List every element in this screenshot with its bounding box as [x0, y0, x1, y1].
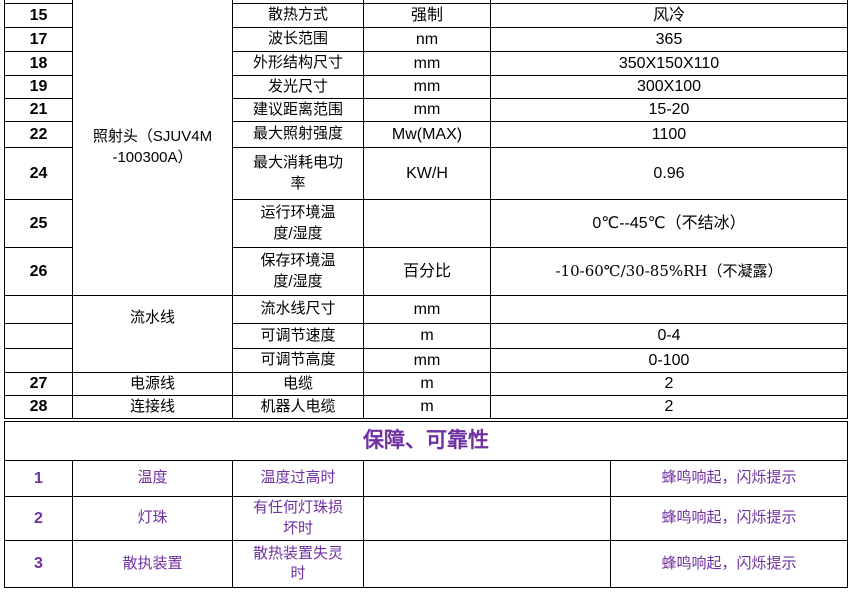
table-row: 25 运行环境温 度/湿度 0℃--45℃（不结冰） [4, 199, 848, 248]
row-number-cell [4, 295, 73, 324]
param-cell: 运行环境温 度/湿度 [232, 199, 364, 248]
row-number-cell: 24 [4, 147, 73, 200]
unit-cell: KW/H [363, 147, 491, 200]
unit-cell: nm [363, 27, 491, 52]
alert-cell: 蜂鸣响起，闪烁提示 [609, 496, 849, 541]
param-cell: 流水线尺寸 [232, 295, 364, 324]
alert-cell: 蜂鸣响起，闪烁提示 [609, 540, 849, 588]
table-row: 2 灯珠 有任何灯珠损 坏时 蜂鸣响起，闪烁提示 [4, 496, 849, 541]
param-cell: 可调节速度 [232, 323, 364, 349]
condition-cell: 有任何灯珠损 坏时 [232, 496, 364, 541]
unit-cell: m [363, 395, 491, 419]
table-row: 28 连接线 机器人电缆 m 2 [4, 395, 848, 419]
unit-cell: m [363, 372, 491, 396]
section-title-row: 保障、可靠性 [3, 421, 849, 461]
param-cell: 最大消耗电功 率 [232, 147, 364, 200]
value-cell: 风冷 [490, 3, 848, 28]
value-cell: 1100 [490, 121, 848, 148]
row-number-cell: 19 [4, 75, 73, 99]
unit-cell: mm [363, 348, 491, 373]
param-cell: 外形结构尺寸 [232, 51, 364, 76]
table-row: 可调节高度 mm 0-100 [4, 348, 848, 373]
row-number-cell: 18 [4, 51, 73, 76]
row-number-cell: 1 [4, 460, 73, 497]
unit-cell: mm [363, 98, 491, 122]
category-cell: 连接线 [72, 395, 233, 419]
row-number-cell: 28 [4, 395, 73, 419]
value-cell: 2 [490, 395, 848, 419]
row-number-cell [4, 323, 73, 349]
category-cell: 电源线 [72, 372, 233, 396]
table-row: 21 建议距离范围 mm 15-20 [4, 98, 848, 122]
unit-cell: 强制 [363, 3, 491, 28]
unit-cell: 百分比 [363, 247, 491, 296]
row-number-cell [4, 348, 73, 373]
value-cell: 350X150X110 [490, 51, 848, 76]
param-cell: 建议距离范围 [232, 98, 364, 122]
reliability-table: 保障、可靠性 1 温度 温度过高时 蜂鸣响起，闪烁提示 2 灯珠 有任何灯珠损 … [3, 421, 849, 588]
param-cell: 散热方式 [232, 3, 364, 28]
value-cell: 2 [490, 372, 848, 396]
spacer-cell [363, 460, 611, 497]
value-cell: 0-4 [490, 323, 848, 349]
category-cell-line: 流水线 [72, 295, 233, 373]
alert-cell: 蜂鸣响起，闪烁提示 [609, 460, 849, 497]
value-cell: 365 [490, 27, 848, 52]
value-cell: 300X100 [490, 75, 848, 99]
table-row: 1 温度 温度过高时 蜂鸣响起，闪烁提示 [4, 460, 849, 497]
table-row-cutoff: 照射头（SJUV4M -100300A） [4, 0, 848, 296]
row-number-cell: 2 [4, 496, 73, 541]
param-cell: 机器人电缆 [232, 395, 364, 419]
table-row: 18 外形结构尺寸 mm 350X150X110 [4, 51, 848, 76]
value-cell: -10-60℃/30-85%RH（不凝露） [490, 247, 848, 296]
value-cell: 0℃--45℃（不结冰） [490, 199, 848, 248]
table-row: 27 电源线 电缆 m 2 [4, 372, 848, 396]
param-cell: 发光尺寸 [232, 75, 364, 99]
unit-cell: Mw(MAX) [363, 121, 491, 148]
row-number-cell: 3 [4, 540, 73, 588]
row-number-cell: 25 [4, 199, 73, 248]
unit-cell: mm [363, 51, 491, 76]
table-row: 22 最大照射强度 Mw(MAX) 1100 [4, 121, 848, 148]
value-cell: 0-100 [490, 348, 848, 373]
param-cell: 电缆 [232, 372, 364, 396]
table-row: 24 最大消耗电功 率 KW/H 0.96 [4, 147, 848, 200]
item-cell: 散执装置 [72, 540, 233, 588]
param-cell: 最大照射强度 [232, 121, 364, 148]
unit-cell: mm [363, 295, 491, 324]
condition-cell: 散热装置失灵 时 [232, 540, 364, 588]
row-number-cell: 15 [4, 3, 73, 28]
spacer-cell [363, 496, 611, 541]
table-row: 可调节速度 m 0-4 [4, 323, 848, 349]
unit-cell: m [363, 323, 491, 349]
table-row: 流水线 流水线尺寸 mm [4, 295, 848, 373]
item-cell: 灯珠 [72, 496, 233, 541]
condition-cell: 温度过高时 [232, 460, 364, 497]
value-cell [490, 295, 848, 324]
value-cell: 15-20 [490, 98, 848, 122]
table-row: 15 散热方式 强制 风冷 [4, 3, 848, 28]
row-number-cell: 21 [4, 98, 73, 122]
value-cell: 0.96 [490, 147, 848, 200]
item-cell: 温度 [72, 460, 233, 497]
spacer-cell [363, 540, 611, 588]
param-cell: 保存环境温 度/湿度 [232, 247, 364, 296]
row-number-cell: 17 [4, 27, 73, 52]
param-cell: 波长范围 [232, 27, 364, 52]
row-number-cell: 22 [4, 121, 73, 148]
param-cell: 可调节高度 [232, 348, 364, 373]
table-row: 3 散执装置 散热装置失灵 时 蜂鸣响起，闪烁提示 [4, 540, 849, 588]
row-number-cell: 27 [4, 372, 73, 396]
unit-cell [363, 199, 491, 248]
section-title: 保障、可靠性 [3, 421, 849, 461]
category-cell-head: 照射头（SJUV4M -100300A） [72, 0, 233, 296]
table-row: 17 波长范围 nm 365 [4, 27, 848, 52]
table-row: 19 发光尺寸 mm 300X100 [4, 75, 848, 99]
specification-table: 照射头（SJUV4M -100300A） 15 散热方式 强制 风冷 17 波长… [4, 0, 848, 419]
row-number-cell: 26 [4, 247, 73, 296]
unit-cell: mm [363, 75, 491, 99]
